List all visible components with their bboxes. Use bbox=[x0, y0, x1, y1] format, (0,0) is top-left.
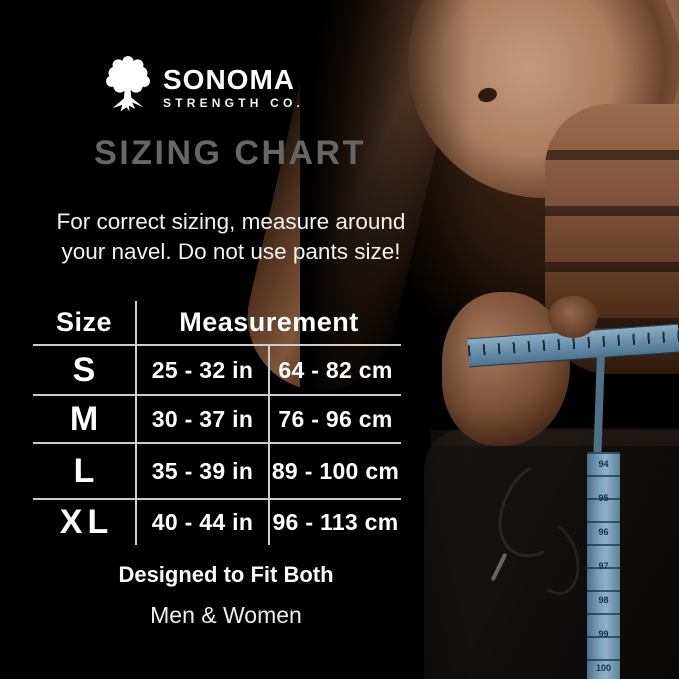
measurement-inches-m: 30 - 37 in bbox=[137, 396, 270, 444]
instruction-line-1: For correct sizing, measure around bbox=[56, 209, 406, 234]
measurement-cm-xl: 96 - 113 cm bbox=[272, 509, 399, 535]
photo-left-fade bbox=[300, 0, 480, 679]
footer-audience: Men & Women bbox=[150, 602, 302, 628]
sizing-table: Size Measurement S 25 - 32 in 64 - 82 cm… bbox=[33, 301, 401, 545]
size-label-xl: XL bbox=[33, 500, 137, 545]
size-label-m: M bbox=[33, 396, 137, 444]
size-label-l: L bbox=[33, 444, 137, 500]
footer-fit-statement: Designed to Fit Both bbox=[118, 562, 334, 587]
column-header-measurement: Measurement bbox=[137, 301, 401, 346]
sizing-instruction: For correct sizing, measure around your … bbox=[22, 207, 440, 267]
brand-name: SONOMA bbox=[163, 63, 295, 95]
measurement-inches-xl: 40 - 44 in bbox=[137, 500, 270, 545]
tape-scale-numbers: 94 95 96 97 98 99 100 bbox=[587, 452, 620, 679]
tape-number: 100 bbox=[595, 663, 612, 673]
measurement-cm-m: 76 - 96 cm bbox=[270, 396, 401, 444]
tape-number: 96 bbox=[598, 527, 609, 537]
tape-number: 94 bbox=[598, 459, 609, 469]
brand-subtitle: STRENGTH CO. bbox=[163, 95, 305, 110]
brand-text: SONOMA STRENGTH CO. bbox=[163, 63, 305, 110]
tape-number: 98 bbox=[598, 595, 609, 605]
measurement-cm-l: 89 - 100 cm bbox=[270, 444, 401, 500]
tape-number: 97 bbox=[598, 561, 609, 571]
instruction-line-2: your navel. Do not use pants size! bbox=[61, 238, 401, 264]
measurement-inches-s: 25 - 32 in bbox=[137, 346, 270, 396]
photo-finger bbox=[548, 296, 598, 338]
tape-number: 99 bbox=[598, 629, 609, 639]
tape-number: 95 bbox=[598, 493, 609, 503]
measuring-tape-vertical: 94 95 96 97 98 99 100 bbox=[587, 452, 620, 679]
measurement-inches-l: 35 - 39 in bbox=[137, 444, 270, 500]
column-header-size: Size bbox=[33, 301, 137, 346]
brand-logo: SONOMA STRENGTH CO. bbox=[102, 56, 304, 118]
page-title: SIZING CHART bbox=[94, 134, 366, 172]
measurement-cm-s: 64 - 82 cm bbox=[270, 346, 401, 396]
size-label-s: S bbox=[33, 346, 137, 396]
tree-icon bbox=[102, 56, 154, 118]
